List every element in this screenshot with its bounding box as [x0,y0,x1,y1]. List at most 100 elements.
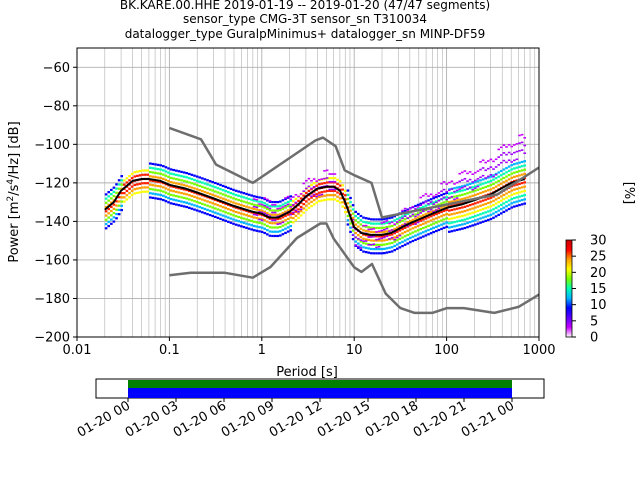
psd-cell [247,227,251,230]
psd-cell [500,208,503,211]
psd-cell [422,214,425,217]
psd-cell [125,198,129,201]
psd-outlier-cell [466,188,469,190]
psd-cell [523,198,527,201]
psd-cell [484,219,488,222]
psd-cell [494,185,498,188]
psd-outlier-cell [422,210,425,212]
psd-cell [479,187,482,190]
psd-cell [331,198,334,201]
psd-cell [159,189,163,192]
colorbar-tick-label: 30 [590,234,607,249]
psd-cell [224,215,228,218]
psd-cell [188,206,191,209]
psd-cell [190,177,194,181]
psd-cell [455,220,459,223]
psd-cell [390,250,394,253]
psd-cell [487,206,490,209]
psd-cell [227,199,230,202]
psd-outlier-cell [357,237,360,240]
psd-outlier-cell [398,219,402,221]
psd-cell [432,230,436,234]
psd-cell [367,234,371,237]
psd-cell [367,217,371,220]
psd-outlier-cell [440,190,443,193]
psd-cell [458,228,462,231]
psd-cell [479,183,482,186]
chart-title-line-1: BK.KARE.00.HHE 2019-01-19 -- 2019-01-20 … [119,0,491,12]
psd-cell [461,227,464,230]
psd-cell [354,231,358,235]
psd-cell [357,234,360,237]
psd-cell [151,188,155,191]
psd-cell [232,222,235,225]
psd-cell [164,178,168,182]
psd-cell [370,222,373,225]
coverage-tick-label: 01-20 09 [219,398,277,440]
psd-cell [237,215,241,219]
psd-cell [211,214,215,218]
psd-cell [377,218,381,221]
psd-cell [149,162,152,165]
psd-outlier-cell [320,178,324,180]
psd-cell [419,228,423,231]
psd-cell [497,196,501,199]
psd-outlier-cell [258,218,261,221]
psd-cell [273,200,277,204]
psd-cell [141,186,144,189]
psd-cell [416,216,420,219]
psd-cell [286,230,290,233]
psd-cell [471,190,475,193]
psd-outlier-cell [476,170,480,172]
psd-cell [476,214,480,217]
psd-cell [292,221,295,224]
psd-cell [164,187,168,190]
psd-cell [242,221,246,224]
psd-cell [398,242,402,245]
psd-cell [354,210,358,213]
psd-cell [110,209,113,213]
psd-cell [315,193,319,196]
psd-cell [359,227,363,230]
psd-cell [234,189,238,192]
psd-cell [372,239,376,242]
psd-cell [318,183,321,186]
psd-cell [188,202,191,205]
psd-cell [195,188,199,191]
psd-cell [305,200,308,203]
psd-outlier-cell [372,235,376,238]
psd-cell [515,192,519,195]
psd-cell [492,212,495,215]
psd-outlier-cell [377,238,381,240]
psd-cell [188,181,191,184]
psd-cell [286,222,290,225]
psd-cell [216,182,220,186]
psd-outlier-cell [432,211,436,213]
psd-cell [164,170,168,173]
psd-cell [260,209,264,212]
psd-cell [502,176,506,180]
psd-cell [320,199,324,202]
psd-cell [216,216,220,219]
psd-cell [414,204,417,208]
psd-cell [500,182,503,185]
psd-cell [255,216,259,220]
psd-cell [416,224,420,228]
psd-cell [362,246,365,249]
psd-cell [435,212,438,216]
psd-cell [156,189,160,192]
psd-outlier-cell [513,159,516,162]
psd-cell [245,205,248,208]
psd-cell [159,168,163,171]
psd-cell [435,221,438,224]
psd-cell [216,208,220,211]
psd-cell [474,206,477,209]
psd-cell [203,212,207,215]
psd-cell [372,252,376,255]
psd-outlier-cell [276,215,280,218]
psd-cell [151,179,155,183]
psd-outlier-cell [302,190,306,192]
psd-cell [513,167,516,170]
psd-cell [372,226,376,229]
psd-outlier-cell [500,161,503,164]
